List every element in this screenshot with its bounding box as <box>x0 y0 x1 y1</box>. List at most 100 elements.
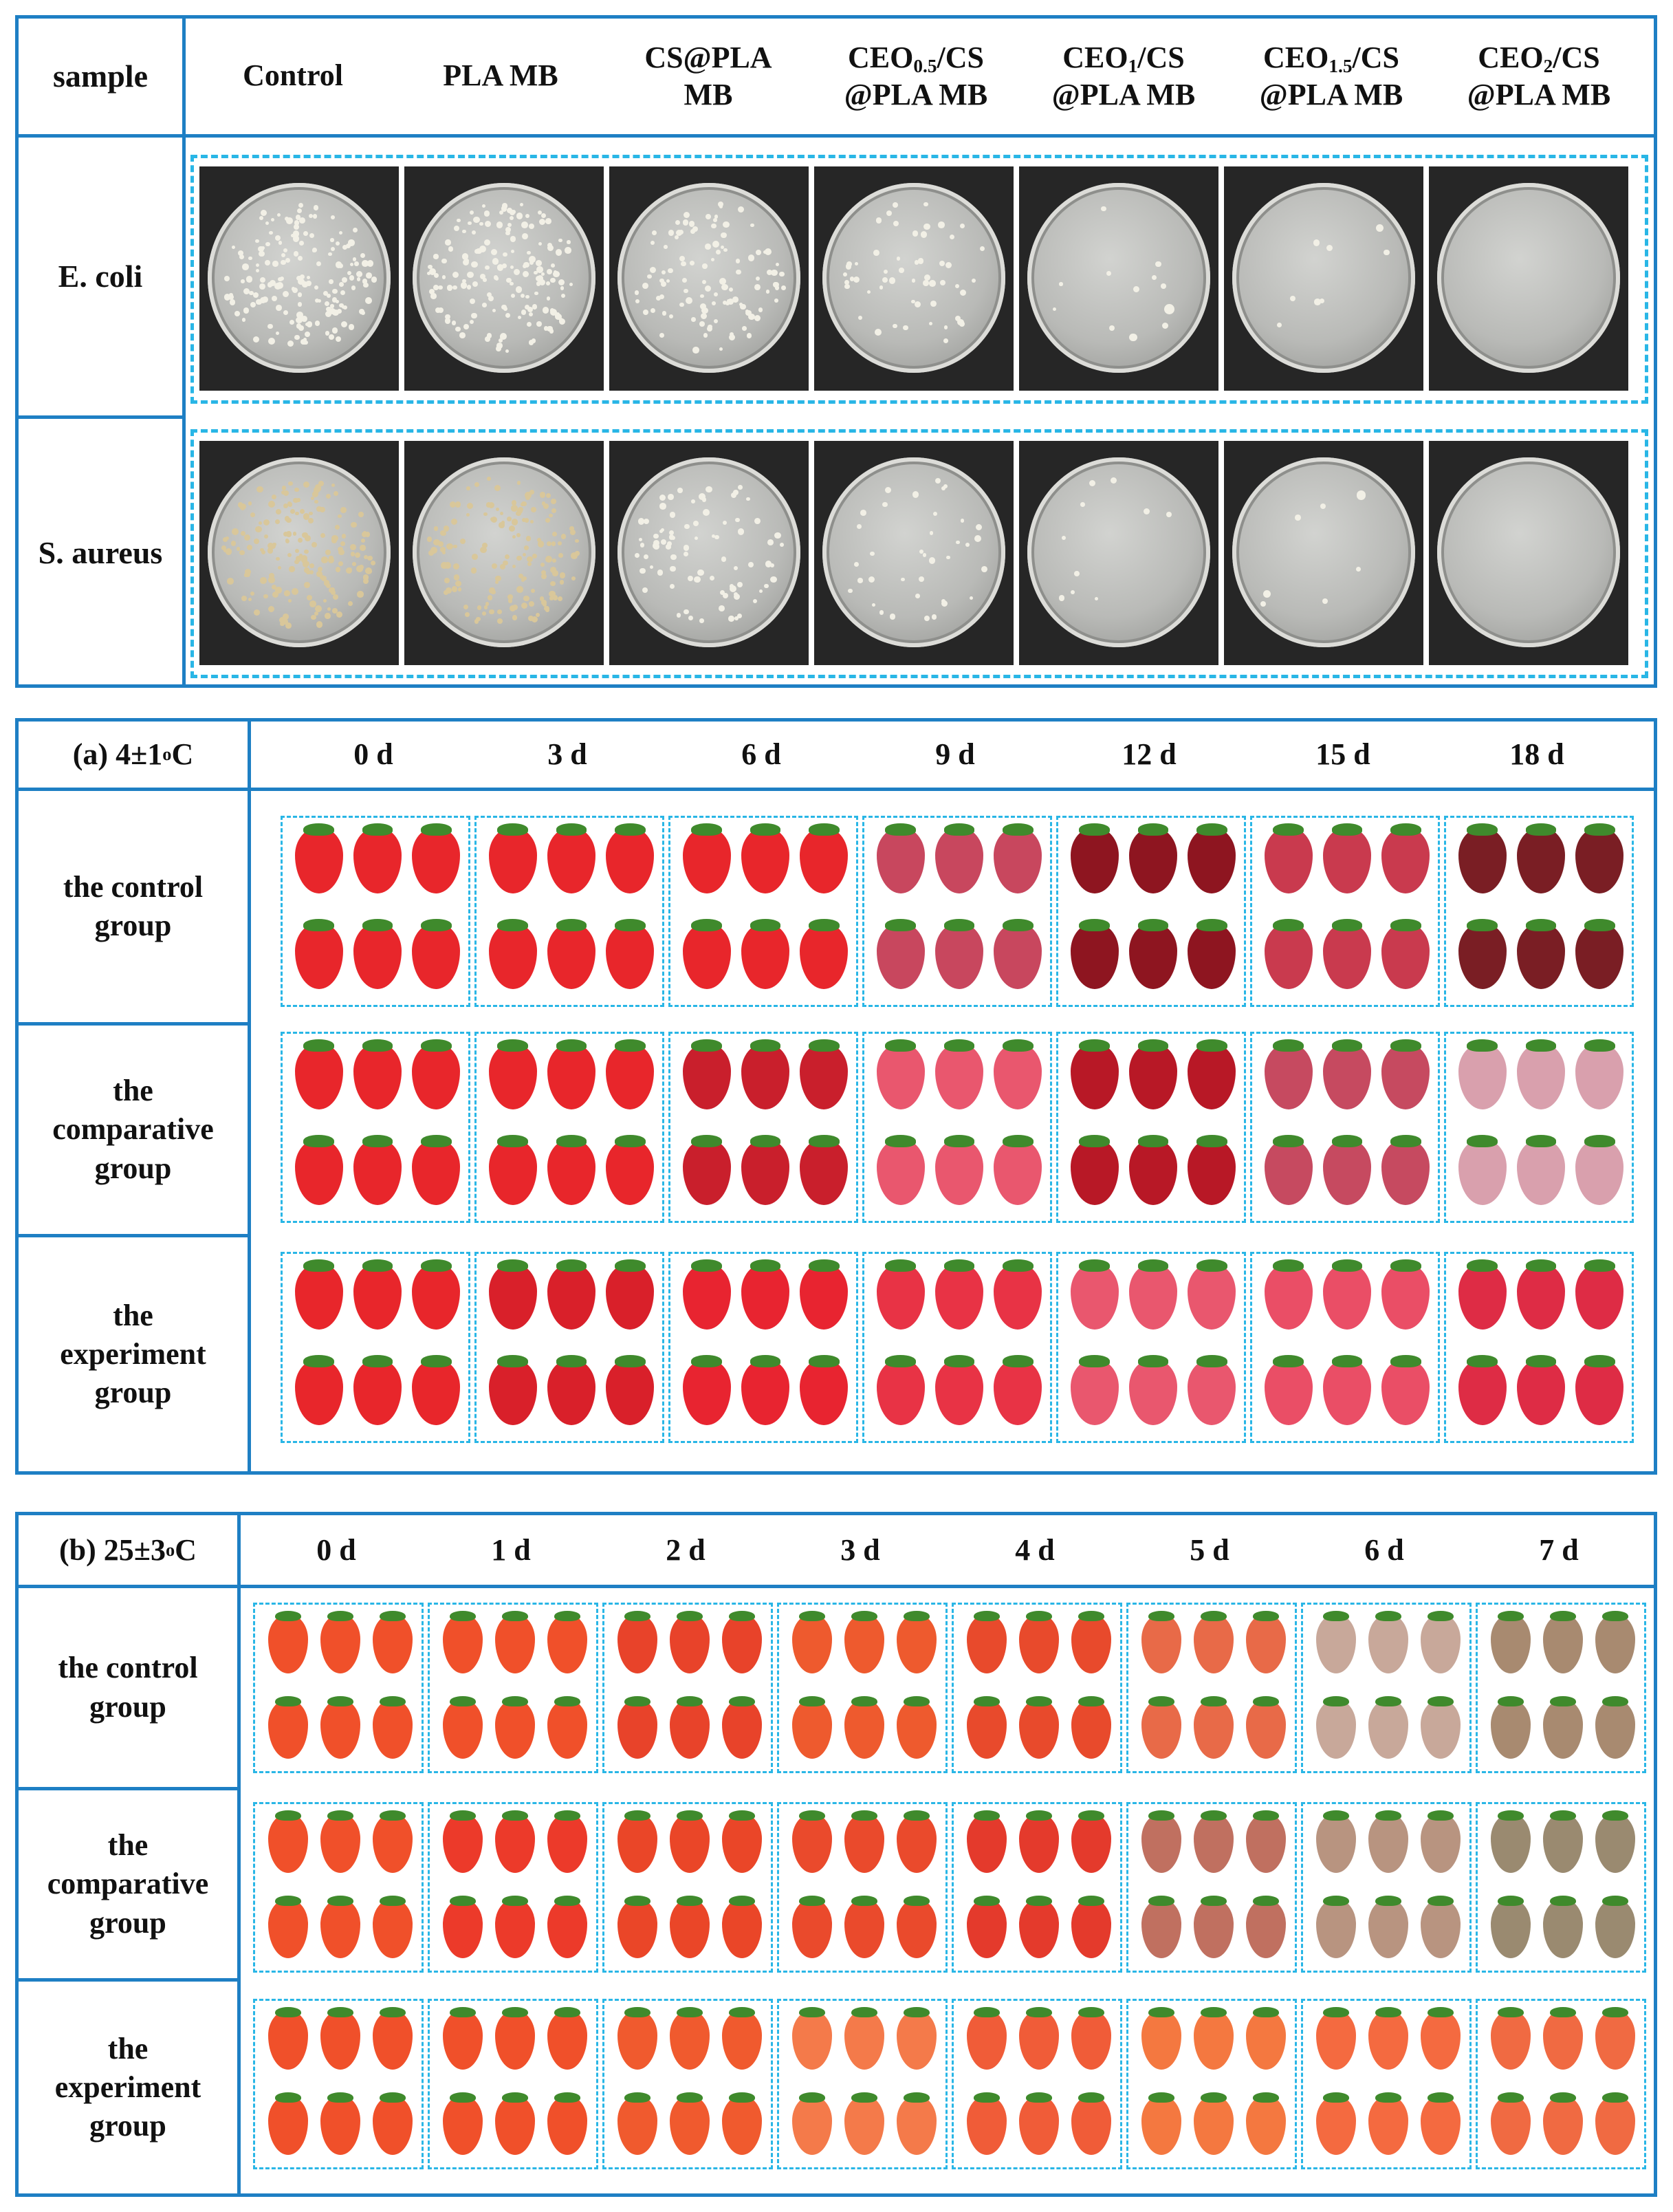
colony <box>502 263 507 269</box>
colony <box>466 512 470 517</box>
strawberry <box>617 2006 657 2070</box>
strawberry <box>1575 919 1624 989</box>
colony <box>635 299 639 303</box>
colony <box>508 525 516 532</box>
colony <box>675 230 683 237</box>
colony <box>919 550 923 554</box>
colony <box>555 313 562 321</box>
colony <box>325 613 331 619</box>
colony <box>505 230 510 236</box>
strawberry-calyx <box>624 1810 650 1821</box>
petri-dish-photo <box>1429 166 1628 391</box>
colony <box>364 554 369 559</box>
strawberry-calyx <box>1253 1610 1279 1622</box>
strawberry <box>412 1039 461 1109</box>
colony <box>326 583 331 588</box>
plate-table-row-rule <box>15 415 184 419</box>
colony <box>539 492 546 498</box>
petri-dish <box>208 183 391 373</box>
colony <box>735 259 740 263</box>
colony <box>510 236 516 242</box>
colony <box>914 260 919 265</box>
strawberry-calyx <box>1078 2092 1104 2103</box>
strawberry <box>800 823 849 893</box>
strawberry-photo-cell <box>428 1603 598 1773</box>
header-subscript: 0.5 <box>913 55 937 76</box>
colony <box>428 550 434 556</box>
colony <box>340 541 345 546</box>
strawberry-calyx <box>1026 2092 1052 2103</box>
colony <box>433 539 440 546</box>
colony <box>487 477 491 481</box>
colony <box>481 611 486 616</box>
colony <box>290 508 296 514</box>
colony <box>296 275 302 281</box>
strawberry <box>792 1610 832 1673</box>
colony <box>277 565 281 570</box>
colony <box>492 258 499 265</box>
colony <box>1375 224 1384 232</box>
strawberry <box>606 919 655 989</box>
colony <box>510 281 514 286</box>
colony <box>886 210 892 216</box>
colony <box>717 202 723 208</box>
colony <box>955 283 960 288</box>
strawberry-calyx <box>1390 1135 1421 1147</box>
colony <box>507 517 512 522</box>
strawberry-calyx <box>1428 2092 1454 2103</box>
colony <box>547 325 553 332</box>
strawberry-calyx <box>677 1695 703 1707</box>
colony <box>721 232 727 239</box>
strawberry-calyx <box>904 1695 930 1707</box>
strawberry <box>294 1039 343 1109</box>
colony <box>692 520 699 527</box>
colony <box>479 245 487 252</box>
colony <box>360 310 365 315</box>
colony <box>511 519 518 525</box>
plate-column-header-line2: @PLA MB <box>1051 78 1196 112</box>
colony <box>285 622 292 629</box>
strawberry-calyx <box>1331 1259 1363 1272</box>
strawberry <box>1188 1355 1236 1425</box>
strawberry-calyx <box>808 1259 840 1272</box>
strawberry-calyx <box>450 1895 476 1907</box>
strawberry <box>373 1610 413 1673</box>
colony <box>893 202 899 208</box>
strawberry <box>1543 1610 1583 1673</box>
strawberry-photo-cell <box>602 1999 773 2169</box>
group-row-label: the comparative group <box>19 1790 237 1978</box>
strawberry <box>682 919 731 989</box>
colony <box>285 539 289 544</box>
plate-column-header: CEO0.5/CS @PLA MB <box>812 19 1020 134</box>
strawberry <box>606 1259 655 1330</box>
colony <box>277 213 281 217</box>
strawberry-calyx <box>1525 1259 1557 1272</box>
strawberry-calyx <box>362 1039 393 1052</box>
colony <box>510 216 514 220</box>
strawberry <box>488 823 537 893</box>
colony <box>911 299 915 304</box>
colony <box>922 553 926 557</box>
colony <box>331 247 336 252</box>
colony <box>684 211 690 218</box>
strawberry <box>1575 1355 1624 1425</box>
strawberry <box>443 2006 483 2070</box>
colony <box>1110 477 1117 484</box>
colony <box>659 529 664 534</box>
colony <box>660 281 666 287</box>
colony <box>513 269 520 276</box>
colony <box>520 294 525 299</box>
colony <box>528 615 534 621</box>
colony <box>690 229 695 234</box>
colony <box>360 538 365 543</box>
strawberry-calyx <box>1390 1039 1421 1052</box>
colony <box>487 292 492 297</box>
colony <box>729 332 734 337</box>
petri-dish-photo <box>404 441 604 665</box>
strawberry-calyx <box>1026 2006 1052 2018</box>
colony <box>455 326 461 332</box>
colony <box>276 509 282 514</box>
colony <box>642 587 648 594</box>
colony <box>758 307 763 313</box>
strawberry-calyx <box>808 1135 840 1147</box>
